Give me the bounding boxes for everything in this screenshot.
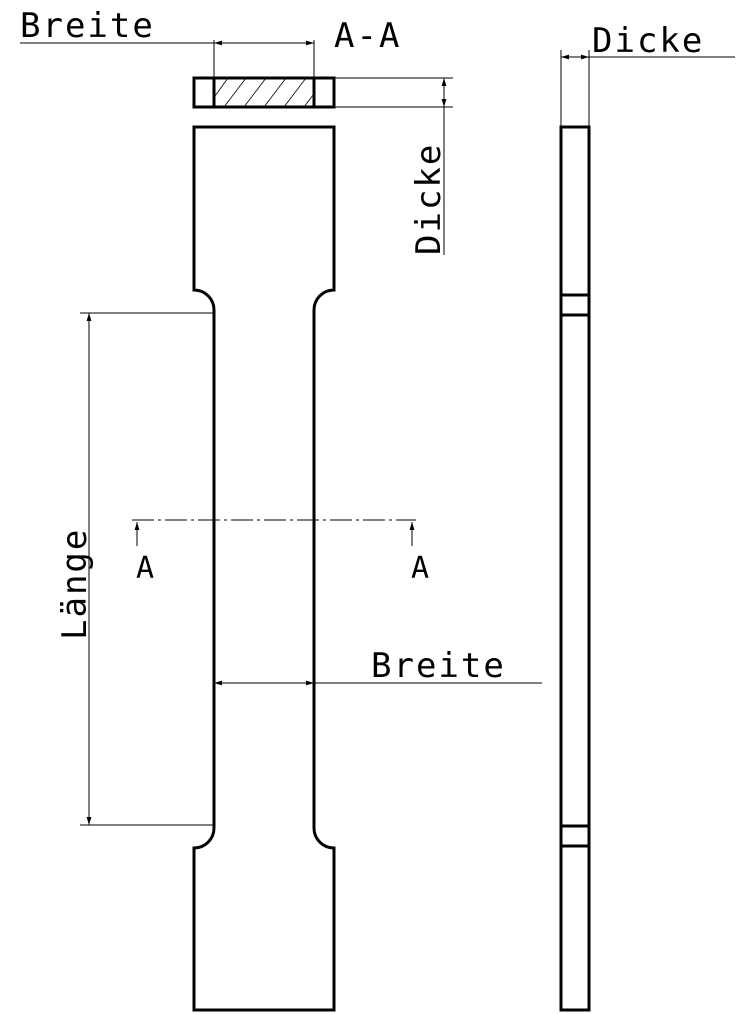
dimension-label-width-middle: Breite — [371, 646, 506, 686]
dimension-label-width-top: Breite — [20, 6, 155, 46]
dimension-label-length: Länge — [55, 528, 95, 640]
specimen-side-view — [559, 125, 591, 1012]
specimen-front-outline — [192, 125, 336, 1012]
dimension-thickness-section: Dicke — [334, 77, 453, 255]
dimension-label-thickness-side: Dicke — [592, 21, 704, 61]
section-hatching — [214, 77, 314, 108]
dimension-width-middle: Breite — [214, 646, 542, 686]
cross-section-a-a — [192, 76, 336, 109]
dimension-label-thickness-section: Dicke — [409, 143, 449, 255]
dimension-thickness-side: Dicke — [560, 21, 735, 127]
section-marker-left: A — [136, 551, 154, 586]
section-marker-right: A — [411, 551, 429, 586]
dimension-length: Länge — [55, 312, 214, 826]
section-line: A A — [132, 519, 429, 586]
dimension-width-top: Breite — [20, 6, 315, 78]
section-title: A-A — [334, 16, 401, 56]
